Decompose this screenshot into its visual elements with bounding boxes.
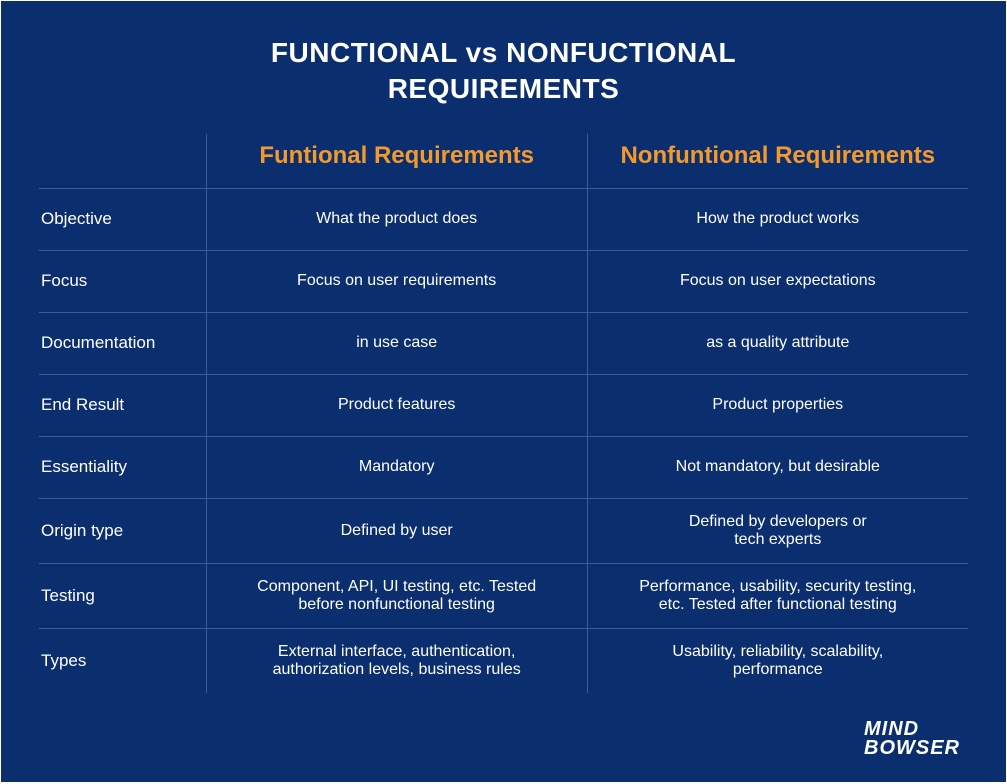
table-row: Focus Focus on user requirements Focus o… xyxy=(39,250,968,312)
cell-functional: in use case xyxy=(206,312,587,374)
page-title: FUNCTIONAL vs NONFUCTIONAL REQUIREMENTS xyxy=(39,35,968,108)
table-row: Types External interface, authentication… xyxy=(39,628,968,693)
row-label: End Result xyxy=(39,374,206,436)
table-row: Origin type Defined by user Defined by d… xyxy=(39,498,968,563)
header-nonfunctional: Nonfuntional Requirements xyxy=(587,134,968,189)
table-row: Testing Component, API, UI testing, etc.… xyxy=(39,563,968,628)
table-row: Documentation in use case as a quality a… xyxy=(39,312,968,374)
row-label: Essentiality xyxy=(39,436,206,498)
comparison-table: Funtional Requirements Nonfuntional Requ… xyxy=(39,134,968,693)
row-label: Types xyxy=(39,628,206,693)
cell-functional: Focus on user requirements xyxy=(206,250,587,312)
cell-functional: External interface, authentication,autho… xyxy=(206,628,587,693)
header-functional: Funtional Requirements xyxy=(206,134,587,189)
row-label: Origin type xyxy=(39,498,206,563)
cell-nonfunctional: as a quality attribute xyxy=(587,312,968,374)
row-label: Objective xyxy=(39,188,206,250)
title-line-1: FUNCTIONAL vs NONFUCTIONAL xyxy=(271,37,736,68)
cell-nonfunctional: Performance, usability, security testing… xyxy=(587,563,968,628)
cell-functional: Component, API, UI testing, etc. Testedb… xyxy=(206,563,587,628)
cell-functional: Defined by user xyxy=(206,498,587,563)
cell-nonfunctional: Not mandatory, but desirable xyxy=(587,436,968,498)
logo-line-2: BOWSER xyxy=(864,739,960,758)
cell-nonfunctional: Defined by developers ortech experts xyxy=(587,498,968,563)
row-label: Focus xyxy=(39,250,206,312)
infographic-page: FUNCTIONAL vs NONFUCTIONAL REQUIREMENTS … xyxy=(1,1,1006,782)
cell-functional: Product features xyxy=(206,374,587,436)
header-blank xyxy=(39,134,206,189)
title-line-2: REQUIREMENTS xyxy=(388,73,620,104)
cell-nonfunctional: Focus on user expectations xyxy=(587,250,968,312)
cell-nonfunctional: Product properties xyxy=(587,374,968,436)
table-row: End Result Product features Product prop… xyxy=(39,374,968,436)
table-row: Essentiality Mandatory Not mandatory, bu… xyxy=(39,436,968,498)
cell-functional: Mandatory xyxy=(206,436,587,498)
brand-logo: MIND BOWSER xyxy=(864,720,960,758)
table-row: Objective What the product does How the … xyxy=(39,188,968,250)
cell-functional: What the product does xyxy=(206,188,587,250)
table-header-row: Funtional Requirements Nonfuntional Requ… xyxy=(39,134,968,189)
row-label: Testing xyxy=(39,563,206,628)
row-label: Documentation xyxy=(39,312,206,374)
cell-nonfunctional: Usability, reliability, scalability,perf… xyxy=(587,628,968,693)
cell-nonfunctional: How the product works xyxy=(587,188,968,250)
